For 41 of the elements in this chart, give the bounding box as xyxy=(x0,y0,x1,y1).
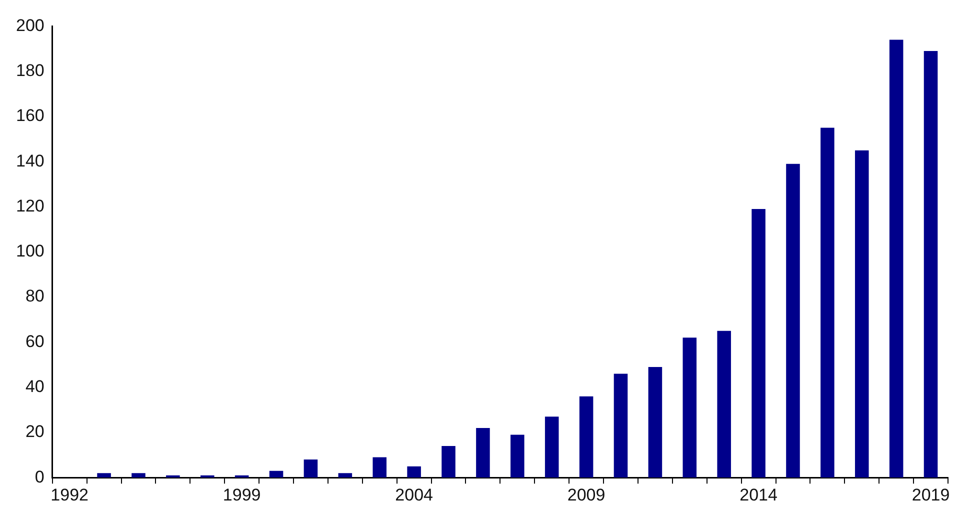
x-tick-label: 1992 xyxy=(50,485,88,504)
bar xyxy=(924,51,938,478)
y-tick-label: 80 xyxy=(25,286,44,306)
y-tick-label: 160 xyxy=(16,106,44,126)
bar xyxy=(544,416,559,478)
bar xyxy=(854,150,869,478)
bar xyxy=(166,475,180,478)
bar xyxy=(338,473,352,478)
bar xyxy=(407,466,421,478)
y-tick-label: 200 xyxy=(16,16,44,35)
bar xyxy=(269,470,284,478)
x-tick-label: 2009 xyxy=(567,485,606,504)
y-tick-label: 60 xyxy=(25,332,44,351)
bar xyxy=(200,475,214,478)
bar xyxy=(510,434,524,478)
x-tick-label: 2019 xyxy=(912,485,950,504)
bar xyxy=(786,164,800,478)
y-tick-label: 40 xyxy=(25,377,44,396)
bar xyxy=(752,209,766,478)
y-tick-label: 180 xyxy=(16,61,44,80)
bar xyxy=(372,457,387,478)
x-tick-label: 1999 xyxy=(222,485,261,504)
bar xyxy=(442,446,456,478)
y-tick-label: 140 xyxy=(16,151,44,170)
y-tick-label: 100 xyxy=(16,242,44,261)
bar xyxy=(717,330,731,478)
bar xyxy=(648,367,662,478)
y-tick-label: 0 xyxy=(34,467,44,486)
bar xyxy=(614,374,628,478)
x-tick-label: 2004 xyxy=(395,485,433,504)
bar xyxy=(97,473,111,478)
bar xyxy=(579,396,594,478)
y-tick-label: 120 xyxy=(16,196,44,216)
bar xyxy=(132,473,146,478)
y-tick-label: 20 xyxy=(25,422,44,442)
bar xyxy=(889,40,904,478)
bar xyxy=(476,428,490,478)
bar xyxy=(304,460,318,478)
bar xyxy=(682,338,697,478)
x-tick-label: 2014 xyxy=(740,485,778,504)
bar xyxy=(820,128,834,478)
